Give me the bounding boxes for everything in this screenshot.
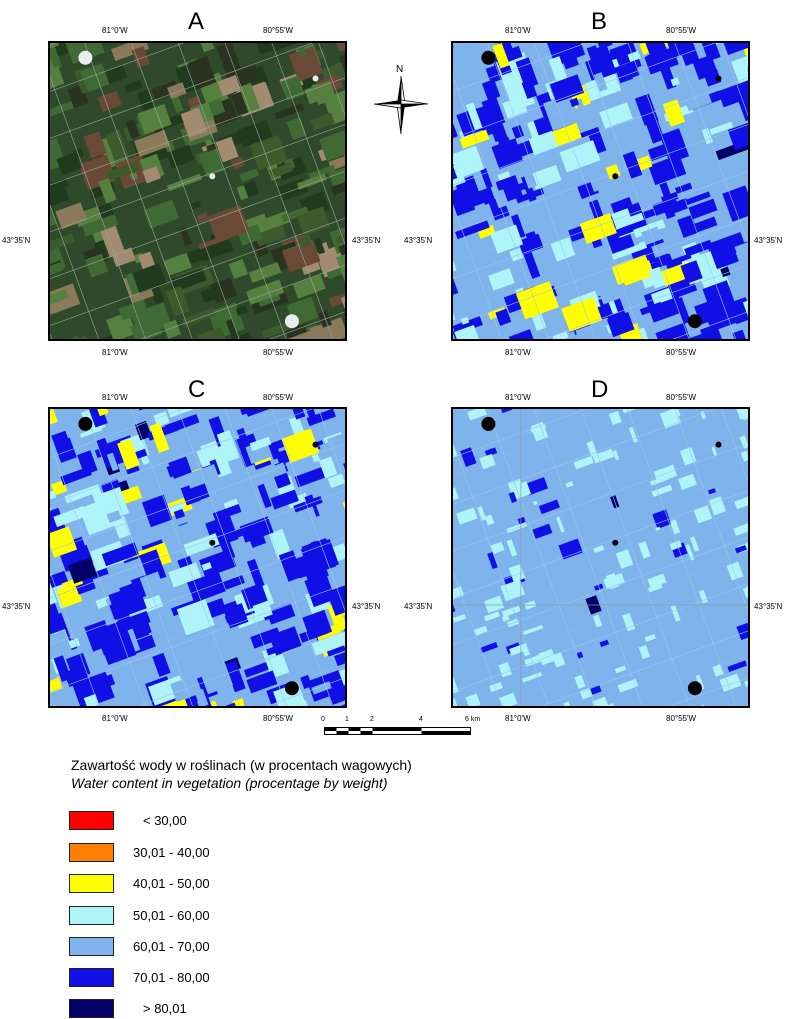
panel-a-top-lon-left: 81°0'W [102, 26, 128, 35]
panel-b-bot-lon-left: 81°0'W [505, 348, 531, 357]
legend-title-polish: Zawartość wody w roślinach (w procentach… [71, 757, 412, 773]
legend-label: 50,01 - 60,00 [133, 908, 210, 923]
panel-c-top-lon-right: 80°55'W [263, 393, 294, 402]
panel-a-lat-right: 43°35'N [352, 236, 381, 245]
panel-b-lat-left: 43°35'N [404, 236, 433, 245]
panel-d-classified-map [451, 407, 750, 708]
panel-b-top-lon-left: 81°0'W [505, 26, 531, 35]
legend-swatch [69, 999, 114, 1018]
panel-a-bot-lon-left: 81°0'W [102, 348, 128, 357]
panel-b-lat-right: 43°35'N [754, 236, 783, 245]
panel-d-letter: D [591, 376, 609, 403]
scale-tick-0: 0 [321, 716, 325, 723]
legend-swatch [69, 811, 114, 830]
scale-tick-4: 4 [419, 716, 423, 723]
scale-tick-6: 6 km [465, 716, 481, 723]
scale-bar: 0 1 2 4 6 km [318, 714, 498, 740]
legend-label: < 30,00 [143, 813, 187, 828]
panel-a-lat-left: 43°35'N [2, 236, 31, 245]
legend-swatch [69, 937, 114, 956]
panel-c-top-lon-left: 81°0'W [102, 393, 128, 402]
panel-a-bot-lon-right: 80°55'W [263, 348, 294, 357]
panel-a-letter: A [188, 8, 205, 35]
legend-label: > 80,01 [143, 1001, 187, 1016]
panel-d-lat-left: 43°35'N [404, 602, 433, 611]
north-label: N [396, 64, 404, 75]
scale-tick-2: 2 [370, 716, 374, 723]
legend-label: 60,01 - 70,00 [133, 939, 210, 954]
legend-label: 70,01 - 80,00 [133, 970, 210, 985]
panel-c-bot-lon-right: 80°55'W [263, 714, 294, 723]
panel-c-lat-left: 43°35'N [2, 602, 31, 611]
panel-b-classified-map [451, 41, 750, 341]
panel-c-lat-right: 43°35'N [352, 602, 381, 611]
legend-swatch [69, 843, 114, 862]
legend-title-english: Water content in vegetation (procentage … [71, 775, 388, 791]
panel-a-top-lon-right: 80°55'W [263, 26, 294, 35]
panel-b-top-lon-right: 80°55'W [666, 26, 697, 35]
legend-swatch [69, 874, 114, 893]
legend-swatch [69, 906, 114, 925]
panel-b-bot-lon-right: 80°55'W [666, 348, 697, 357]
legend-swatch [69, 968, 114, 987]
legend-label: 30,01 - 40,00 [133, 845, 210, 860]
panel-b-letter: B [591, 8, 608, 35]
panel-d-top-lon-left: 81°0'W [505, 393, 531, 402]
panel-d-bot-lon-left: 81°0'W [505, 714, 531, 723]
panel-a-satellite-image [48, 41, 347, 341]
panel-c-bot-lon-left: 81°0'W [102, 714, 128, 723]
legend-label: 40,01 - 50,00 [133, 876, 210, 891]
panel-c-classified-map [48, 407, 347, 708]
panel-c-letter: C [188, 376, 206, 403]
scale-tick-1: 1 [345, 716, 349, 723]
panel-d-top-lon-right: 80°55'W [666, 393, 697, 402]
north-arrow-icon: N [372, 62, 430, 138]
panel-d-lat-right: 43°35'N [754, 602, 783, 611]
panel-d-bot-lon-right: 80°55'W [666, 714, 697, 723]
